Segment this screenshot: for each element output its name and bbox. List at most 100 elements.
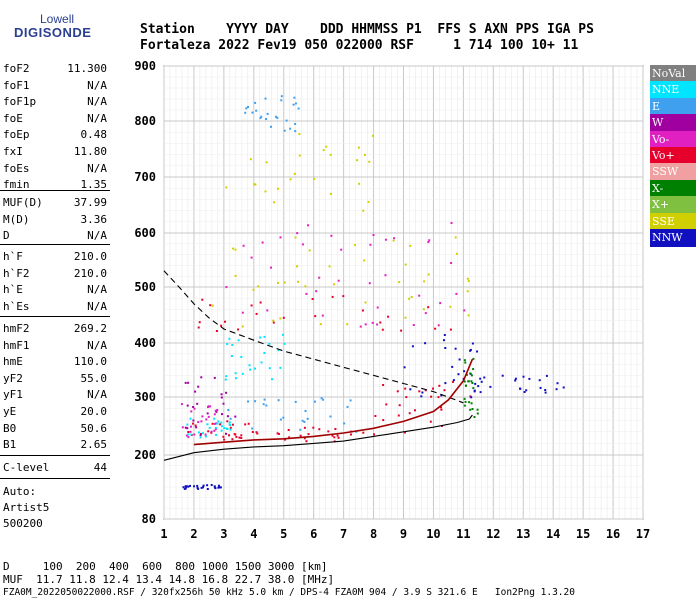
- param-value: 11.300: [67, 62, 107, 75]
- echo-point: [476, 350, 479, 353]
- echo-point: [193, 407, 196, 410]
- echo-point: [336, 434, 339, 437]
- echo-point: [220, 421, 223, 424]
- legend-item-x: X-: [650, 179, 696, 198]
- y-tick-label: 600: [134, 226, 156, 240]
- echo-point: [228, 434, 230, 437]
- echo-point: [364, 153, 366, 156]
- echo-point: [405, 396, 408, 399]
- echo-point: [214, 426, 217, 429]
- echo-point: [215, 422, 218, 425]
- echo-point: [359, 325, 362, 328]
- echo-point: [438, 384, 441, 387]
- echo-point: [298, 133, 301, 135]
- x-tick-label: 16: [606, 527, 620, 541]
- echo-point: [404, 316, 407, 319]
- echo-point: [280, 95, 283, 98]
- echo-point: [238, 436, 241, 439]
- echo-point: [331, 434, 334, 437]
- echo-point: [198, 321, 201, 324]
- legend-item-nne: NNE: [650, 81, 696, 100]
- echo-point: [194, 390, 197, 393]
- echo-point: [539, 386, 542, 389]
- echo-point: [472, 357, 475, 360]
- echo-point: [410, 296, 413, 298]
- echo-point: [361, 309, 364, 312]
- echo-point: [545, 374, 548, 377]
- echo-point: [254, 367, 256, 370]
- echo-point: [342, 295, 345, 298]
- echo-point: [294, 236, 297, 239]
- echo-point: [231, 438, 234, 441]
- param-name: h`F2: [3, 266, 30, 280]
- echo-point: [191, 422, 194, 425]
- echo-point: [522, 375, 525, 378]
- echo-point: [224, 378, 227, 381]
- echo-point: [221, 413, 223, 416]
- echo-point: [463, 309, 466, 312]
- echo-point: [473, 416, 476, 418]
- header-row2: Fortaleza 2022 Fev19 050 022000 RSF 1 71…: [140, 38, 579, 53]
- echo-point: [398, 404, 401, 407]
- echo-point: [449, 328, 452, 331]
- echo-point: [519, 387, 522, 390]
- echo-point: [253, 183, 256, 186]
- echo-point: [201, 298, 204, 301]
- echo-point: [450, 222, 453, 224]
- echo-point: [469, 349, 472, 352]
- echo-point: [209, 304, 212, 307]
- echo-point: [226, 415, 229, 418]
- param-value: 20.0: [80, 405, 108, 418]
- echo-point: [222, 402, 225, 405]
- echo-point: [268, 342, 271, 345]
- echo-point: [282, 416, 285, 419]
- echo-point: [240, 437, 243, 439]
- param-row-md: M(D) 3.36: [3, 213, 107, 227]
- echo-point: [208, 426, 211, 429]
- echo-point: [301, 243, 304, 246]
- echo-point: [372, 234, 375, 236]
- echo-point: [307, 433, 310, 436]
- param-value: 210.0: [73, 266, 107, 280]
- echo-point: [231, 423, 234, 426]
- echo-point: [525, 389, 528, 392]
- param-value: N/A: [87, 161, 107, 175]
- echo-point: [259, 336, 262, 339]
- echo-point: [421, 391, 424, 394]
- param-value: N/A: [87, 95, 107, 109]
- echo-point: [555, 388, 558, 391]
- echo-point: [251, 431, 254, 433]
- echo-point: [439, 302, 442, 305]
- echo-point: [298, 154, 301, 157]
- echo-point: [432, 387, 434, 390]
- x-tick-label: 6: [310, 527, 317, 541]
- echo-point: [329, 415, 332, 418]
- echo-point: [186, 423, 189, 426]
- echo-point: [234, 372, 237, 375]
- param-name: B1: [3, 438, 17, 452]
- echo-point: [379, 321, 382, 324]
- echo-point: [197, 326, 200, 329]
- x-tick-label: 4: [250, 527, 257, 541]
- echo-point: [193, 485, 195, 488]
- echo-point: [427, 306, 430, 309]
- echo-point: [226, 428, 229, 430]
- echo-point: [284, 438, 286, 441]
- echo-point: [210, 430, 213, 433]
- echo-point: [214, 487, 217, 490]
- echo-point: [308, 249, 311, 252]
- x-tick-label: 15: [576, 527, 590, 541]
- echo-point: [483, 376, 486, 379]
- echo-point: [440, 408, 443, 411]
- param-name: hmF1: [3, 338, 30, 352]
- series-line-0: [163, 414, 473, 461]
- echo-point: [268, 367, 271, 370]
- x-tick-label: 7: [340, 527, 347, 541]
- legend-item-vo: Vo-: [650, 130, 696, 149]
- param-value: N/A: [87, 388, 107, 402]
- echo-point: [217, 420, 220, 423]
- echo-point: [213, 485, 216, 488]
- echo-point: [241, 372, 244, 375]
- echo-point: [376, 323, 379, 326]
- echo-point: [207, 415, 210, 418]
